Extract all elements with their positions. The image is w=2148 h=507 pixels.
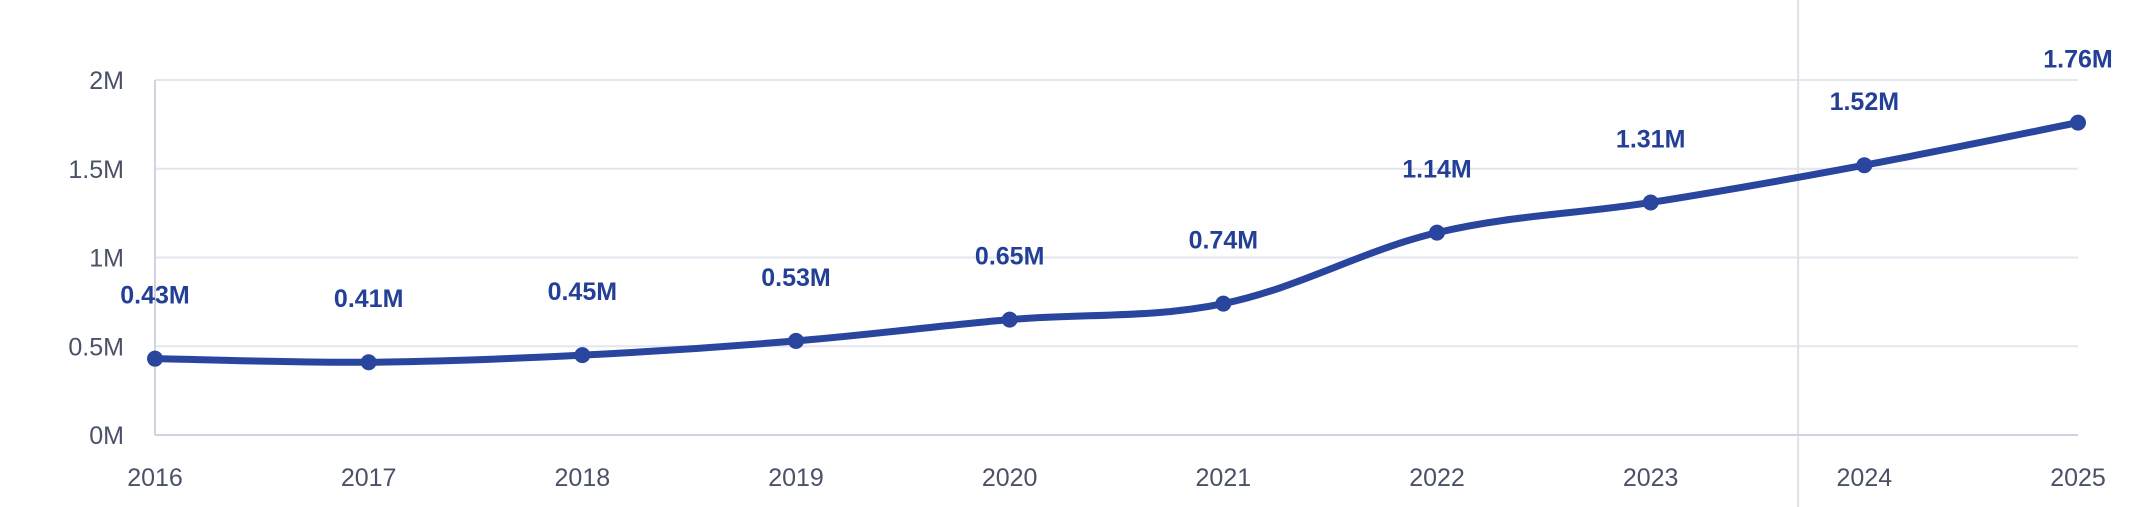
- data-point: [2070, 114, 2086, 131]
- data-point: [1856, 157, 1873, 174]
- x-tick-label: 2024: [1837, 464, 1893, 492]
- x-tick-label: 2022: [1409, 464, 1465, 492]
- data-label: 1.14M: [1402, 156, 1471, 184]
- x-tick-label: 2019: [768, 464, 824, 492]
- data-label: 0.43M: [120, 282, 189, 310]
- data-label: 0.45M: [548, 278, 617, 306]
- data-point: [1215, 295, 1232, 312]
- x-tick-label: 2016: [127, 464, 183, 492]
- y-tick-label: 0M: [89, 422, 124, 450]
- data-label: 0.74M: [1189, 227, 1258, 255]
- x-tick-label: 2023: [1623, 464, 1679, 492]
- grid: [155, 79, 2078, 348]
- x-tick-label: 2017: [341, 464, 397, 492]
- data-point: [1642, 194, 1659, 211]
- data-label: 1.76M: [2043, 46, 2112, 74]
- data-point: [147, 350, 163, 367]
- data-labels: 0.43M 0.41M 0.45M 0.53M 0.65M 0.74M 1.14M 1.31M…: [120, 46, 2112, 314]
- data-point: [1429, 224, 1445, 241]
- data-point: [574, 347, 591, 364]
- x-tick-label: 2020: [982, 464, 1038, 492]
- data-label: 0.65M: [975, 243, 1044, 271]
- y-tick-label: 1M: [89, 245, 124, 273]
- y-tick-label: 0.5M: [68, 333, 124, 361]
- x-tick-label: 2025: [2050, 464, 2106, 492]
- data-label: 1.31M: [1616, 125, 1685, 153]
- x-tick-label: 2021: [1196, 464, 1252, 492]
- y-tick-label: 2M: [89, 67, 124, 95]
- series: [147, 114, 2086, 371]
- x-tick-label: 2018: [555, 464, 611, 492]
- data-point: [360, 354, 377, 371]
- data-point: [788, 332, 804, 349]
- axes: 0M 0.5M 1M 1.5M 2M 2016 2017 2018 2019 2020 2021 20…: [68, 67, 2105, 492]
- series-line: [151, 119, 2082, 366]
- data-label: 0.53M: [761, 264, 830, 292]
- data-point: [1001, 311, 1018, 328]
- y-tick-label: 1.5M: [68, 156, 124, 184]
- data-label: 0.41M: [334, 285, 403, 313]
- data-label: 1.52M: [1830, 88, 1899, 116]
